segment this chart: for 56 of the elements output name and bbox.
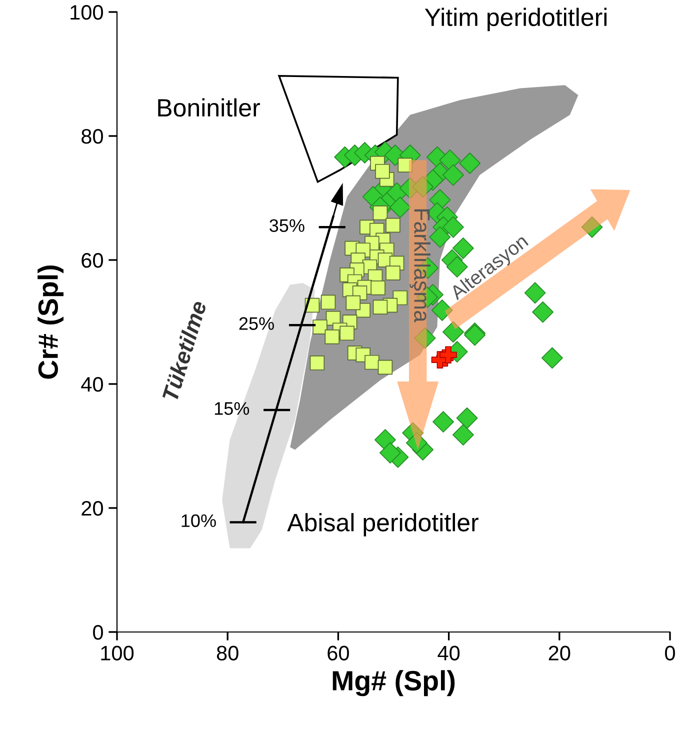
y-tick-label: 20 xyxy=(82,501,103,516)
x-tick-label: 100 xyxy=(101,646,134,660)
point xyxy=(310,356,325,370)
annotation: 10% xyxy=(182,514,216,528)
point xyxy=(581,216,603,238)
point xyxy=(312,320,328,334)
point xyxy=(442,216,464,238)
y-tick-label: 100 xyxy=(70,5,103,20)
point xyxy=(432,411,454,433)
point xyxy=(364,354,380,370)
annotation: 35% xyxy=(270,219,304,232)
point xyxy=(532,301,554,323)
point xyxy=(442,321,464,343)
point xyxy=(386,218,400,233)
point xyxy=(375,164,390,179)
point xyxy=(429,226,451,248)
point xyxy=(372,300,388,314)
annotation: 25% xyxy=(239,317,274,330)
point xyxy=(320,294,336,310)
y-tick-label: 0 xyxy=(93,625,103,640)
point xyxy=(431,300,453,321)
annotation: Yitim peridotitleri xyxy=(424,8,607,32)
point xyxy=(439,149,461,171)
y-tick-label: 80 xyxy=(82,129,103,144)
x-tick-label: 0 xyxy=(665,646,675,660)
point xyxy=(440,346,457,364)
point xyxy=(346,295,360,310)
point xyxy=(389,196,411,218)
point xyxy=(406,432,428,454)
x-tick-label: 20 xyxy=(548,646,570,660)
annotation: Boninitler xyxy=(158,98,260,117)
point xyxy=(459,152,481,174)
y-axis-title: Cr# (Spl) xyxy=(38,266,64,379)
y-tick-label: 60 xyxy=(82,253,103,268)
point xyxy=(442,164,464,186)
y-tick-label: 40 xyxy=(81,377,103,392)
point xyxy=(378,360,393,375)
point xyxy=(340,326,354,341)
point xyxy=(541,347,563,369)
x-tick-label: 60 xyxy=(328,646,349,660)
point xyxy=(398,158,412,173)
point xyxy=(412,176,434,198)
point xyxy=(379,442,401,464)
x-axis-title: Mg# (Spl) xyxy=(332,670,455,696)
x-tick-label: 80 xyxy=(216,646,238,660)
point xyxy=(414,327,436,349)
point xyxy=(452,424,474,446)
point xyxy=(370,280,386,296)
annotation: Abisal peridotitler xyxy=(287,513,478,536)
annotation: Farklılaşma xyxy=(410,209,430,322)
point xyxy=(372,206,388,220)
x-tick-label: 40 xyxy=(438,646,460,660)
annotation: 15% xyxy=(214,402,250,415)
point xyxy=(386,266,400,280)
point xyxy=(324,330,340,344)
point xyxy=(456,407,478,429)
